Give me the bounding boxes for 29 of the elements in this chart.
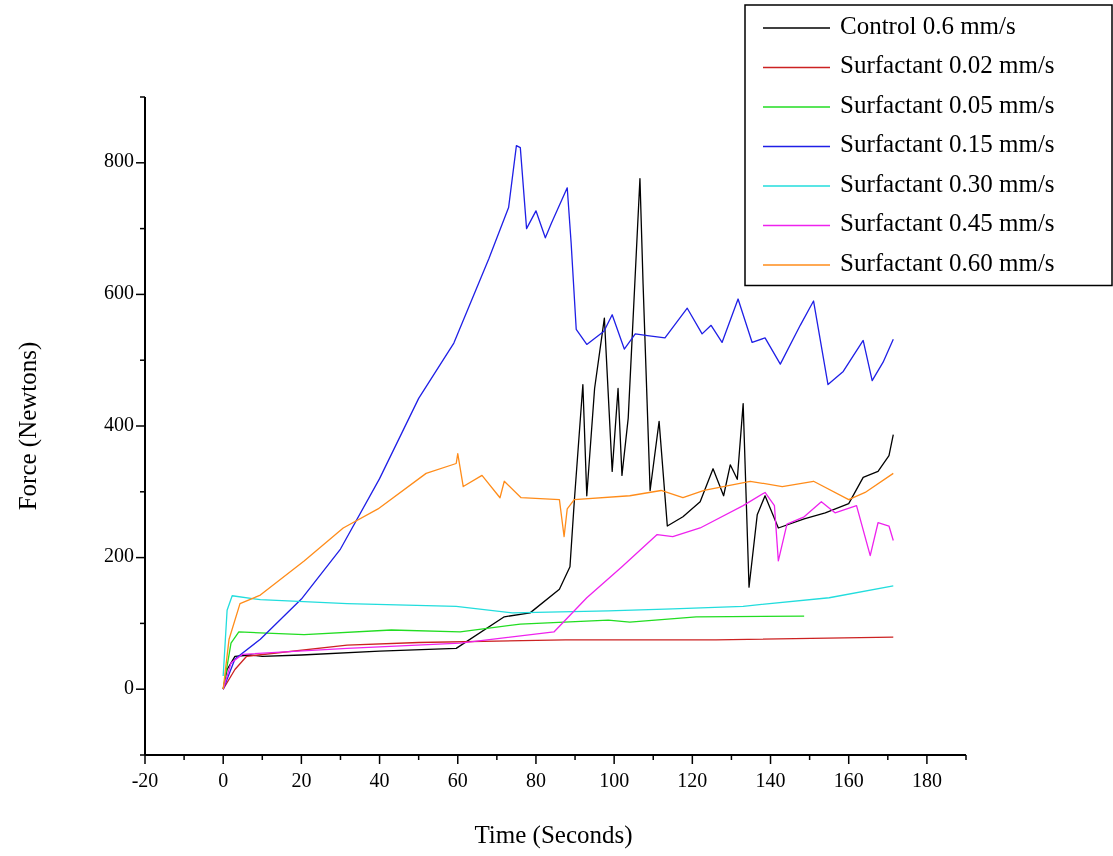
legend-label: Surfactant 0.45 mm/s — [840, 209, 1055, 237]
line-series — [222, 452, 894, 690]
x-tick-label: -20 — [131, 769, 159, 791]
legend-label: Surfactant 0.05 mm/s — [840, 90, 1055, 118]
line-series — [222, 636, 894, 690]
x-axis-title: Time (Seconds) — [474, 821, 633, 849]
x-tick-label: 20 — [291, 769, 312, 791]
legend-label: Surfactant 0.02 mm/s — [840, 51, 1055, 79]
y-tick-label: 400 — [104, 412, 134, 435]
legend-label: Surfactant 0.30 mm/s — [840, 169, 1055, 197]
x-tick-label: 180 — [911, 769, 942, 791]
y-tick-label: 0 — [124, 675, 134, 698]
line-series — [222, 585, 894, 677]
x-tick-label: 160 — [833, 769, 864, 791]
legend-label: Surfactant 0.15 mm/s — [840, 130, 1055, 158]
x-tick-label: 0 — [218, 769, 229, 791]
y-tick-label: 600 — [104, 280, 134, 303]
legend-label: Control 0.6 mm/s — [840, 11, 1016, 39]
y-axis-title: Force (Newtons) — [14, 341, 42, 511]
x-tick-label: 120 — [677, 769, 708, 791]
y-tick-label: 800 — [104, 149, 134, 172]
x-tick-label: 80 — [525, 769, 546, 791]
line-series — [222, 491, 894, 690]
legend-label: Surfactant 0.60 mm/s — [840, 248, 1055, 276]
x-tick-label: 100 — [599, 769, 630, 791]
x-tick-label: 140 — [755, 769, 786, 791]
x-tick-label: 40 — [369, 769, 390, 791]
y-tick-label: 200 — [104, 544, 134, 567]
x-tick-label: 60 — [447, 769, 468, 791]
